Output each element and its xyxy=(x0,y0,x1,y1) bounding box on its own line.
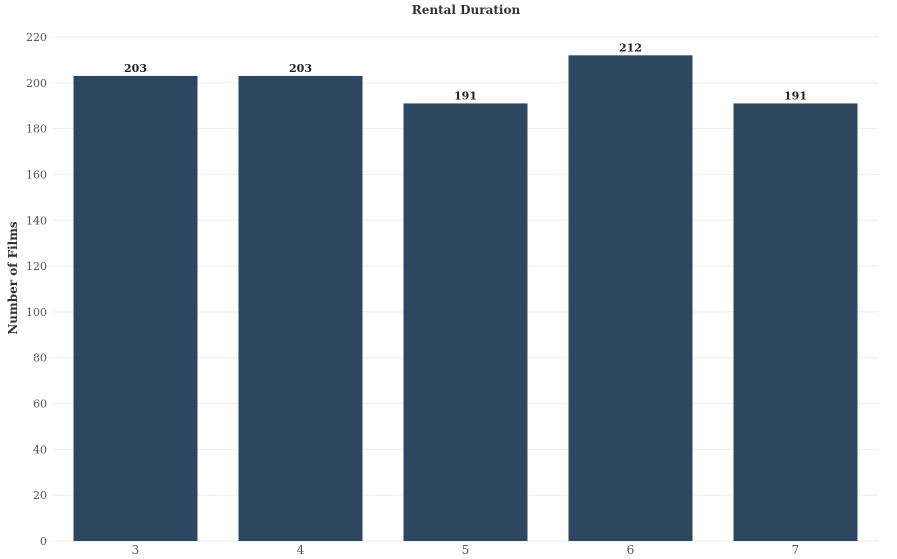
bar xyxy=(73,75,198,541)
y-axis-ticks: 0 20 40 60 80 100 120 140 160 180 200 220 xyxy=(26,31,47,548)
y-tick-label: 40 xyxy=(33,443,47,456)
data-labels: 203 203 191 212 191 xyxy=(124,41,807,102)
x-tick-label: 5 xyxy=(462,543,470,557)
bar xyxy=(238,75,363,541)
y-tick-label: 20 xyxy=(33,489,47,502)
y-tick-label: 60 xyxy=(33,398,47,411)
x-tick-label: 4 xyxy=(297,543,305,557)
x-axis-ticks: 3 4 5 6 7 xyxy=(132,543,800,557)
y-tick-label: 200 xyxy=(26,77,47,90)
bars xyxy=(73,55,858,542)
x-tick-label: 7 xyxy=(792,543,800,557)
x-tick-label: 3 xyxy=(132,543,140,557)
y-tick-label: 0 xyxy=(40,535,47,548)
y-tick-label: 160 xyxy=(26,168,47,181)
bar-value-label: 212 xyxy=(619,41,642,54)
bar xyxy=(568,55,693,542)
y-tick-label: 180 xyxy=(26,123,47,136)
bar-value-label: 203 xyxy=(124,62,147,75)
y-tick-label: 100 xyxy=(26,306,47,319)
bar xyxy=(403,103,528,541)
bar-value-label: 203 xyxy=(289,62,312,75)
y-axis-label: Number of Films xyxy=(6,221,20,335)
x-tick-label: 6 xyxy=(627,543,635,557)
y-tick-label: 140 xyxy=(26,214,47,227)
bar-value-label: 191 xyxy=(784,89,807,102)
y-tick-label: 80 xyxy=(33,352,47,365)
y-tick-label: 220 xyxy=(26,31,47,44)
y-tick-label: 120 xyxy=(26,260,47,273)
chart-title: Rental Duration xyxy=(412,3,521,17)
bar-value-label: 191 xyxy=(454,89,477,102)
bar xyxy=(733,103,858,541)
